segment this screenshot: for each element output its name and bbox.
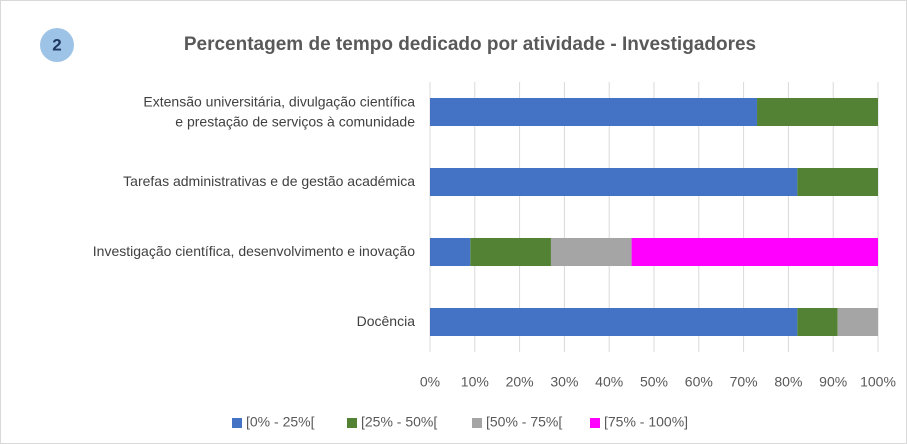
x-tick-label: 80%	[774, 374, 802, 390]
bar-segment	[430, 168, 798, 196]
bar-segment	[430, 308, 798, 336]
legend-swatch	[347, 418, 357, 428]
bar-segment	[757, 98, 878, 126]
bar-segment	[631, 238, 878, 266]
legend-label: [50% - 75%[	[486, 414, 562, 430]
badge-number: 2	[52, 35, 61, 54]
x-tick-label: 40%	[595, 374, 623, 390]
category-label: Investigação científica, desenvolvimento…	[92, 243, 415, 260]
legend-swatch	[232, 418, 242, 428]
bar-segment	[470, 238, 551, 266]
legend-label: [75% - 100%]	[604, 414, 688, 430]
x-tick-label: 100%	[860, 374, 896, 390]
category-label: Docência	[356, 313, 415, 330]
bar-segment	[430, 238, 471, 266]
bar-segment	[797, 168, 878, 196]
category-label: Extensão universitária, divulgação cient…	[143, 93, 415, 129]
x-tick-label: 0%	[420, 374, 440, 390]
legend-label: [0% - 25%[	[246, 414, 315, 430]
x-tick-label: 70%	[730, 374, 758, 390]
x-tick-label: 30%	[550, 374, 578, 390]
x-tick-label: 90%	[819, 374, 847, 390]
badge-circle	[40, 28, 74, 62]
chart-title: Percentagem de tempo dedicado por ativid…	[184, 34, 756, 55]
x-tick-label: 60%	[685, 374, 713, 390]
legend-swatch	[590, 418, 600, 428]
category-label: Tarefas administrativas e de gestão acad…	[123, 173, 415, 190]
legend-label: [25% - 50%[	[361, 414, 437, 430]
x-tick-label: 20%	[506, 374, 534, 390]
bar-segment	[837, 308, 878, 336]
x-tick-label: 50%	[640, 374, 668, 390]
bar-segment	[430, 98, 758, 126]
x-tick-label: 10%	[461, 374, 489, 390]
bar-segment	[797, 308, 838, 336]
legend-swatch	[472, 418, 482, 428]
bar-segment	[550, 238, 632, 266]
